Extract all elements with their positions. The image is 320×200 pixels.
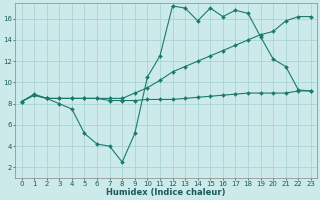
X-axis label: Humidex (Indice chaleur): Humidex (Indice chaleur) bbox=[107, 188, 226, 197]
